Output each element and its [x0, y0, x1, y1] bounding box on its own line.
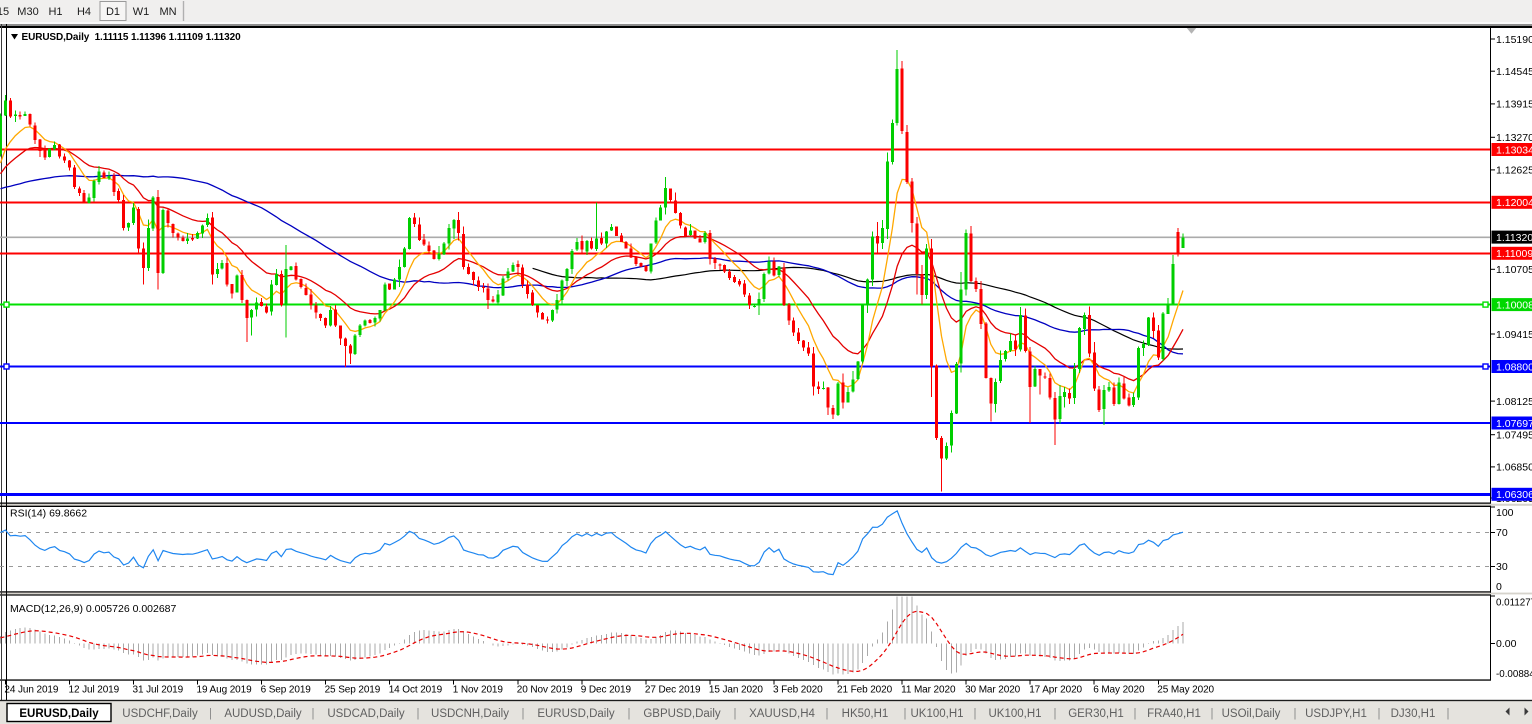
svg-text:1.08125: 1.08125: [1496, 396, 1532, 408]
svg-text:|: |: [209, 708, 212, 720]
svg-text:GER30,H1: GER30,H1: [1068, 708, 1124, 720]
svg-text:USDCAD,Daily: USDCAD,Daily: [327, 708, 405, 720]
svg-text:25 May 2020: 25 May 2020: [1157, 685, 1214, 696]
svg-text:|: |: [974, 708, 977, 720]
svg-text:9 Dec 2019: 9 Dec 2019: [581, 685, 632, 696]
svg-text:|: |: [1378, 708, 1381, 720]
svg-text:XAUUSD,H4: XAUUSD,H4: [749, 708, 815, 720]
svg-text:20 Nov 2019: 20 Nov 2019: [517, 685, 573, 696]
svg-text:100: 100: [1496, 507, 1514, 519]
svg-text:31 Jul 2019: 31 Jul 2019: [133, 685, 184, 696]
svg-text:1.10008: 1.10008: [1496, 299, 1532, 311]
svg-text:H1: H1: [48, 6, 62, 18]
svg-text:GBPUSD,Daily: GBPUSD,Daily: [643, 708, 721, 720]
svg-text:1.08800: 1.08800: [1496, 361, 1532, 373]
svg-text:30 Mar 2020: 30 Mar 2020: [965, 685, 1021, 696]
svg-text:|: |: [628, 708, 631, 720]
svg-text:|: |: [417, 708, 420, 720]
svg-text:|: |: [1054, 708, 1057, 720]
svg-text:0: 0: [1496, 581, 1502, 593]
svg-text:6 Sep 2019: 6 Sep 2019: [261, 685, 312, 696]
svg-text:MN: MN: [159, 6, 176, 18]
svg-text:M30: M30: [17, 6, 38, 18]
svg-text:USDCNH,Daily: USDCNH,Daily: [431, 708, 509, 720]
svg-text:1.12625: 1.12625: [1496, 165, 1532, 177]
svg-text:DJ30,H1: DJ30,H1: [1391, 708, 1436, 720]
svg-text:30: 30: [1496, 561, 1508, 573]
svg-text:|: |: [1447, 708, 1450, 720]
svg-text:19 Aug 2019: 19 Aug 2019: [197, 685, 253, 696]
svg-text:15: 15: [0, 6, 9, 18]
svg-text:AUDUSD,Daily: AUDUSD,Daily: [224, 708, 302, 720]
svg-text:1.15190: 1.15190: [1496, 34, 1532, 46]
svg-text:1.07697: 1.07697: [1496, 418, 1532, 430]
svg-text:11 Mar 2020: 11 Mar 2020: [901, 685, 956, 696]
svg-text:1.12004: 1.12004: [1496, 197, 1532, 209]
svg-text:0.00: 0.00: [1496, 638, 1517, 650]
svg-text:1.09415: 1.09415: [1496, 329, 1532, 341]
svg-text:12 Jul 2019: 12 Jul 2019: [69, 685, 120, 696]
svg-text:USOil,Daily: USOil,Daily: [1222, 708, 1281, 720]
svg-text:1.06306: 1.06306: [1496, 489, 1532, 501]
svg-text:1.07495: 1.07495: [1496, 430, 1532, 442]
svg-text:MACD(12,26,9) 0.005726 0.00268: MACD(12,26,9) 0.005726 0.002687: [10, 603, 177, 615]
svg-text:|: |: [904, 708, 907, 720]
svg-text:21 Feb 2020: 21 Feb 2020: [837, 685, 893, 696]
svg-text:|: |: [312, 708, 315, 720]
svg-text:1.13915: 1.13915: [1496, 99, 1532, 111]
svg-text:UK100,H1: UK100,H1: [910, 708, 963, 720]
svg-text:15 Jan 2020: 15 Jan 2020: [709, 685, 763, 696]
svg-text:-0.008845: -0.008845: [1496, 669, 1532, 680]
svg-text:D1: D1: [106, 6, 120, 18]
svg-text:FRA40,H1: FRA40,H1: [1147, 708, 1201, 720]
svg-text:17 Apr 2020: 17 Apr 2020: [1029, 685, 1082, 696]
svg-text:USDCHF,Daily: USDCHF,Daily: [122, 708, 198, 720]
svg-text:|: |: [1211, 708, 1214, 720]
svg-text:|: |: [522, 708, 525, 720]
svg-text:0.011277: 0.011277: [1496, 598, 1532, 609]
svg-text:H4: H4: [77, 6, 91, 18]
svg-text:27 Dec 2019: 27 Dec 2019: [645, 685, 701, 696]
svg-text:1.10705: 1.10705: [1496, 264, 1532, 276]
svg-text:70: 70: [1496, 527, 1508, 539]
svg-text:1.06850: 1.06850: [1496, 462, 1532, 474]
svg-text:14 Oct 2019: 14 Oct 2019: [389, 685, 443, 696]
svg-text:EURUSD,Daily: EURUSD,Daily: [537, 708, 615, 720]
svg-text:RSI(14) 69.8662: RSI(14) 69.8662: [10, 508, 87, 520]
svg-text:UK100,H1: UK100,H1: [988, 708, 1041, 720]
svg-text:|: |: [826, 708, 829, 720]
svg-text:HK50,H1: HK50,H1: [842, 708, 889, 720]
svg-text:|: |: [1294, 708, 1297, 720]
svg-text:|: |: [734, 708, 737, 720]
svg-text:1.13270: 1.13270: [1496, 132, 1532, 144]
svg-text:25 Sep 2019: 25 Sep 2019: [325, 685, 381, 696]
svg-text:|: |: [1134, 708, 1137, 720]
svg-text:1.11320: 1.11320: [1496, 232, 1532, 244]
svg-text:EURUSD,Daily: EURUSD,Daily: [19, 708, 99, 720]
svg-text:1 Nov 2019: 1 Nov 2019: [453, 685, 504, 696]
svg-text:3 Feb 2020: 3 Feb 2020: [773, 685, 823, 696]
svg-text:24 Jun 2019: 24 Jun 2019: [4, 685, 58, 696]
svg-text:EURUSD,Daily 1.11115 1.11396: EURUSD,Daily 1.11115 1.11396 1.11109 1.1…: [22, 32, 242, 43]
svg-text:1.14545: 1.14545: [1496, 66, 1532, 78]
svg-text:6 May 2020: 6 May 2020: [1093, 685, 1145, 696]
svg-text:USDJPY,H1: USDJPY,H1: [1305, 708, 1367, 720]
svg-text:W1: W1: [133, 6, 150, 18]
svg-text:1.13034: 1.13034: [1496, 144, 1532, 156]
svg-text:1.11009: 1.11009: [1496, 248, 1532, 260]
